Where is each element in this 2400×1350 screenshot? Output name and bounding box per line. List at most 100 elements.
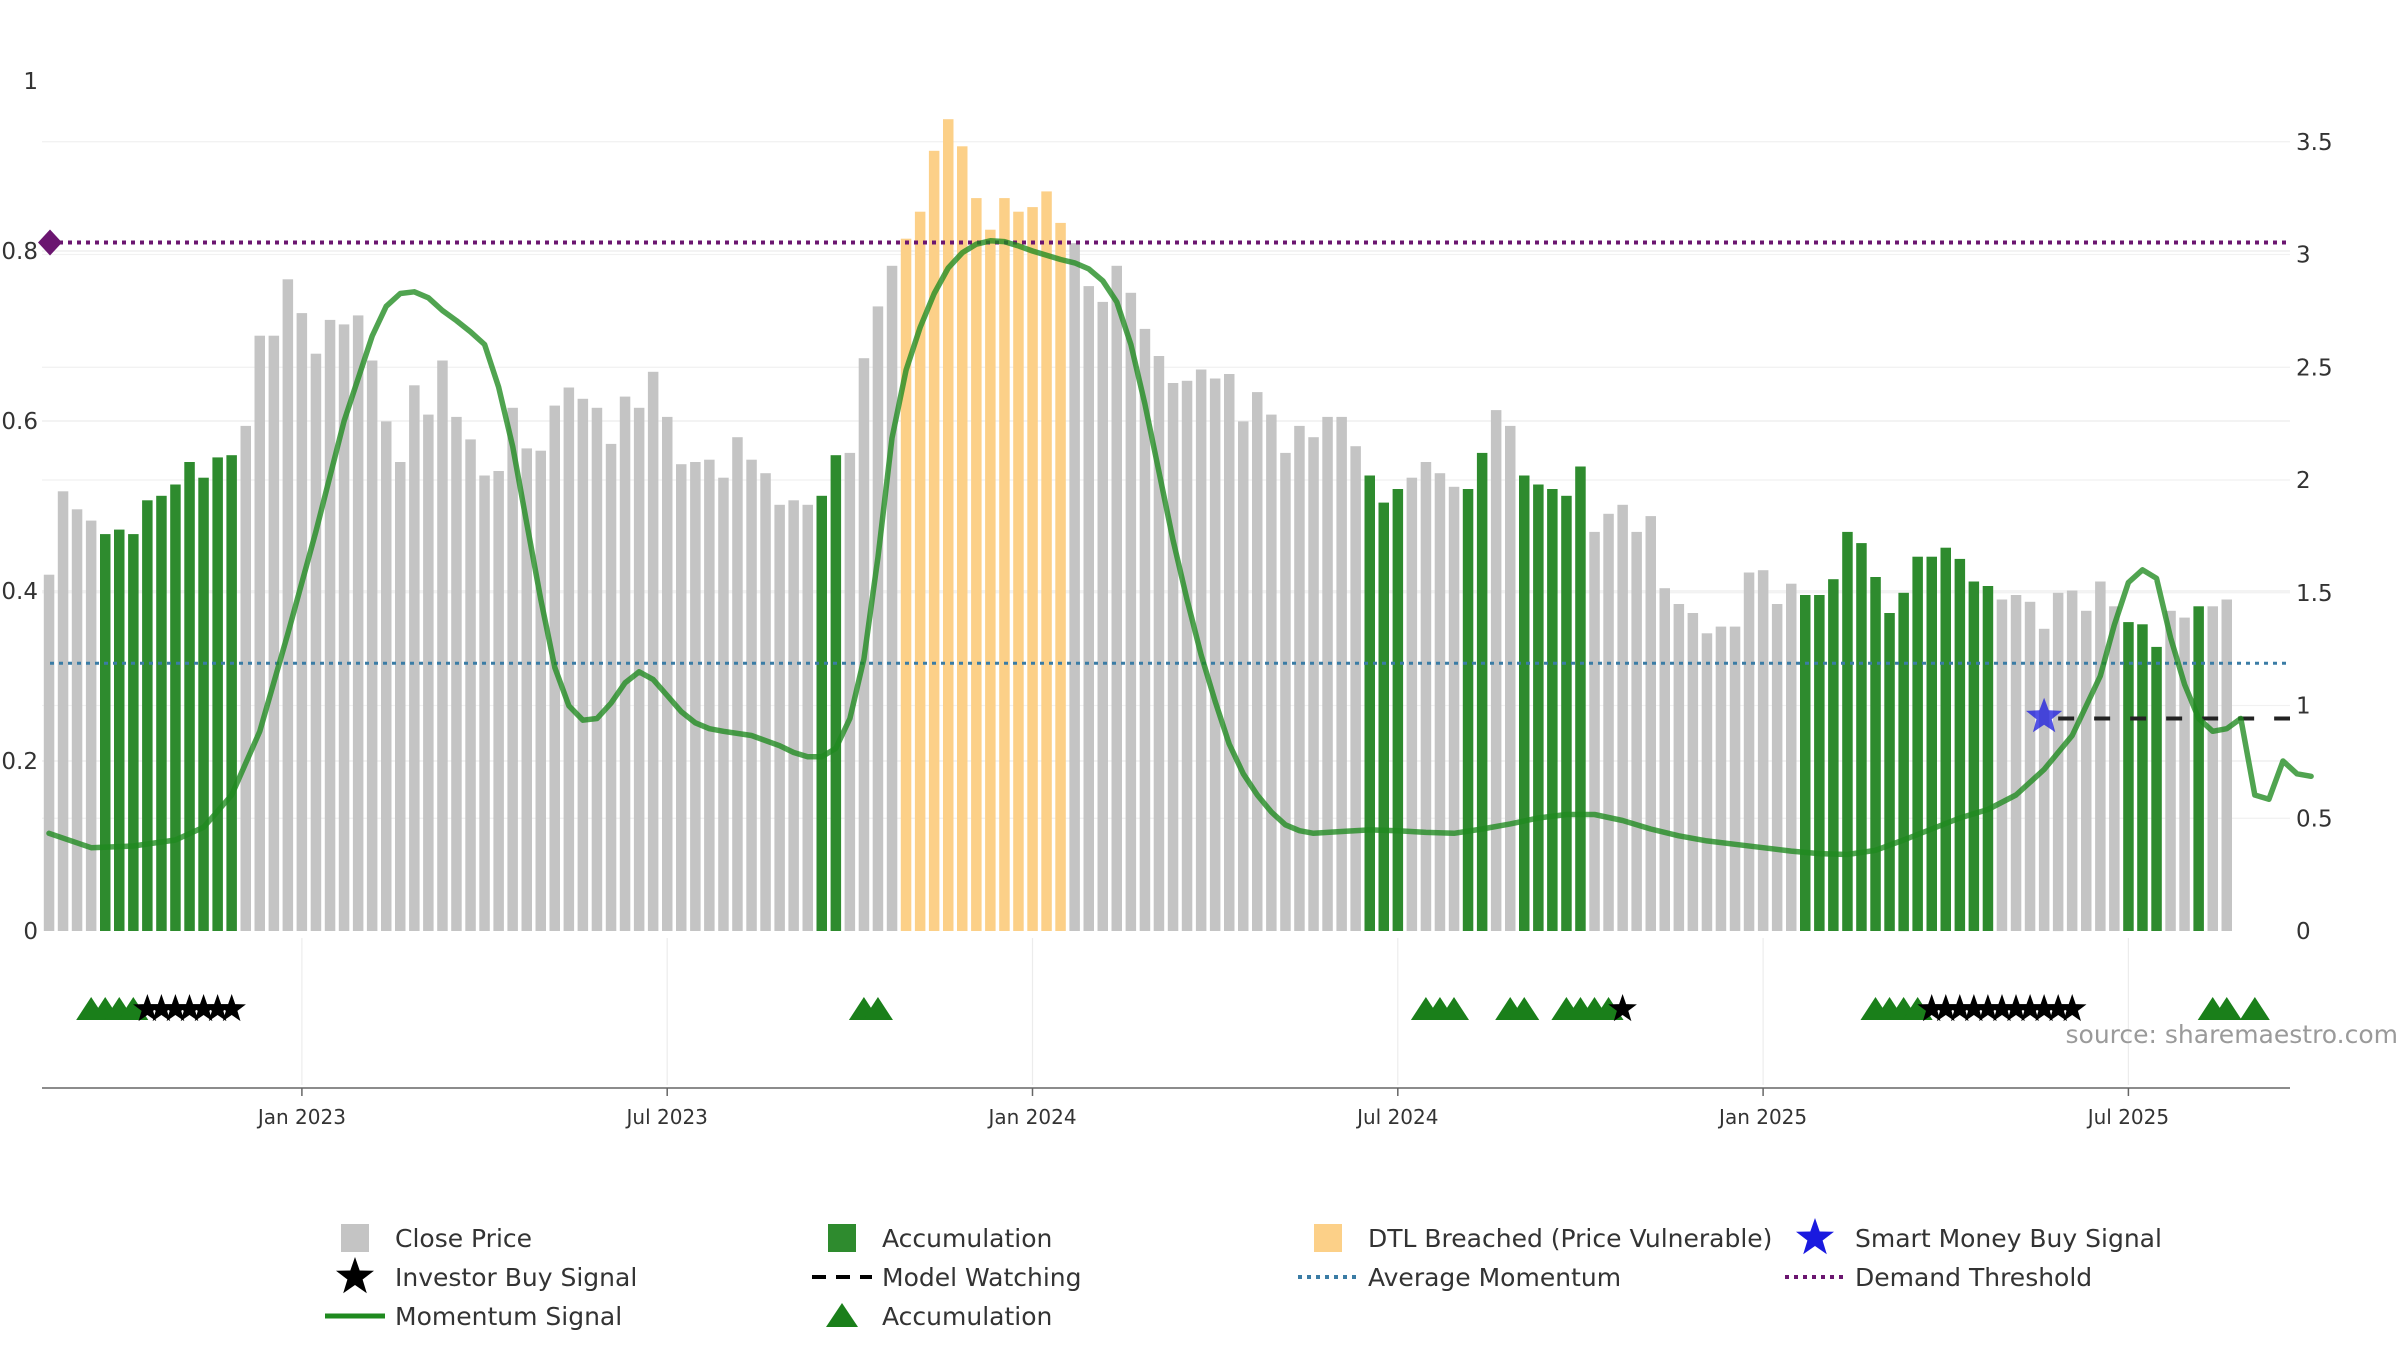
investor-buy-star-16 bbox=[2029, 994, 2059, 1022]
bar-close-141 bbox=[2024, 601, 2036, 931]
bar-close-21 bbox=[338, 324, 350, 931]
bar-close-146 bbox=[2095, 581, 2106, 931]
legend-swatch-square bbox=[1314, 1224, 1342, 1252]
bar-acc-127 bbox=[1828, 579, 1839, 931]
bar-close-41 bbox=[619, 396, 631, 932]
bar-dtl-68 bbox=[999, 198, 1010, 932]
bar-close-49 bbox=[732, 437, 743, 931]
bar-close-84 bbox=[1224, 374, 1235, 931]
bar-close-81 bbox=[1181, 380, 1193, 931]
bar-close-15 bbox=[254, 335, 265, 931]
demand-threshold-marker bbox=[38, 229, 62, 256]
reference-lines bbox=[38, 229, 2290, 721]
bar-acc-137 bbox=[1968, 581, 1980, 931]
bar-close-59 bbox=[872, 306, 884, 931]
accumulation-triangle-21 bbox=[2239, 997, 2270, 1020]
bar-acc-102 bbox=[1476, 452, 1488, 931]
legend-label: Investor Buy Signal bbox=[395, 1263, 637, 1292]
legend-label: Accumulation bbox=[882, 1302, 1052, 1331]
bar-close-30 bbox=[465, 439, 476, 931]
bar-close-121 bbox=[1743, 572, 1755, 931]
left-tick-label: 0.6 bbox=[1, 409, 38, 435]
investor-buy-star-6 bbox=[217, 994, 246, 1022]
investor-buy-star-13 bbox=[1987, 994, 2017, 1022]
bar-close-89 bbox=[1294, 425, 1305, 931]
bar-acc-96 bbox=[1392, 489, 1404, 931]
x-tick-label: Jul 2024 bbox=[1355, 1105, 1438, 1129]
x-tick-label: Jul 2025 bbox=[2086, 1105, 2169, 1129]
bar-close-26 bbox=[409, 385, 420, 931]
bar-acc-101 bbox=[1462, 489, 1474, 931]
bar-close-73 bbox=[1069, 243, 1080, 931]
bar-close-123 bbox=[1771, 604, 1783, 931]
bar-acc-135 bbox=[1940, 547, 1951, 931]
bar-dtl-63 bbox=[928, 150, 940, 932]
investor-buy-star-7 bbox=[1608, 994, 1637, 1022]
bar-acc-133 bbox=[1912, 556, 1923, 931]
x-tick-label: Jan 2025 bbox=[1717, 1105, 1807, 1129]
investor-buy-star-0 bbox=[133, 994, 162, 1022]
bar-close-97 bbox=[1406, 477, 1418, 931]
bar-acc-131 bbox=[1884, 613, 1895, 931]
bar-acc-149 bbox=[2137, 624, 2148, 931]
legend-label: Average Momentum bbox=[1368, 1263, 1621, 1292]
bar-close-46 bbox=[690, 462, 701, 931]
bar-close-118 bbox=[1701, 633, 1713, 931]
legend-label: Smart Money Buy Signal bbox=[1855, 1224, 2162, 1253]
bar-acc-105 bbox=[1519, 475, 1530, 931]
signal-markers bbox=[76, 697, 2270, 1022]
legend: Close Price Investor Buy Signal Momentum S… bbox=[325, 1218, 2162, 1331]
bar-close-87 bbox=[1266, 414, 1277, 932]
x-tick-label: Jan 2023 bbox=[256, 1105, 346, 1129]
right-tick-label: 3.5 bbox=[2296, 130, 2333, 156]
bar-acc-7 bbox=[142, 500, 153, 931]
investor-buy-star-15 bbox=[2015, 994, 2045, 1022]
investor-buy-star-3 bbox=[175, 994, 204, 1022]
accumulation-triangle-20 bbox=[2211, 997, 2242, 1020]
legend-label: Model Watching bbox=[882, 1263, 1082, 1292]
left-tick-label: 0.4 bbox=[1, 579, 38, 605]
bar-close-104 bbox=[1505, 425, 1516, 931]
bar-close-113 bbox=[1631, 531, 1642, 931]
bar-close-152 bbox=[2179, 617, 2190, 931]
left-tick-label: 0.8 bbox=[1, 239, 38, 265]
bar-close-120 bbox=[1729, 626, 1741, 931]
bar-close-114 bbox=[1645, 516, 1656, 931]
bar-acc-5 bbox=[114, 529, 125, 931]
right-tick-label: 2.5 bbox=[2296, 355, 2333, 381]
bar-acc-56 bbox=[830, 455, 842, 931]
bar-acc-55 bbox=[816, 495, 827, 931]
bar-close-86 bbox=[1252, 392, 1263, 932]
bar-close-2 bbox=[71, 509, 83, 931]
bar-close-57 bbox=[844, 452, 856, 931]
right-tick-label: 2 bbox=[2296, 468, 2311, 494]
bar-dtl-70 bbox=[1027, 207, 1038, 932]
bar-close-115 bbox=[1659, 588, 1670, 931]
x-tick-label: Jan 2024 bbox=[986, 1105, 1076, 1129]
investor-buy-star-14 bbox=[2001, 994, 2031, 1022]
bar-close-29 bbox=[451, 416, 462, 931]
investor-buy-star-12 bbox=[1973, 994, 2003, 1022]
x-axis: Jan 2023 Jul 2023 Jan 2024 Jul 2024 Jan 2025… bbox=[42, 1087, 2290, 1129]
bar-dtl-62 bbox=[914, 211, 926, 931]
right-tick-label: 1.5 bbox=[2296, 581, 2333, 607]
bar-acc-134 bbox=[1926, 556, 1937, 931]
legend-swatch-star bbox=[1796, 1218, 1834, 1255]
legend-label: Momentum Signal bbox=[395, 1302, 622, 1331]
investor-buy-star-9 bbox=[1931, 994, 1960, 1022]
bar-acc-108 bbox=[1561, 495, 1572, 931]
bar-close-48 bbox=[718, 477, 729, 931]
bar-acc-6 bbox=[128, 534, 139, 931]
bar-acc-8 bbox=[156, 495, 167, 931]
bar-close-78 bbox=[1139, 328, 1151, 931]
bar-close-144 bbox=[2066, 590, 2078, 931]
legend-label: Demand Threshold bbox=[1855, 1263, 2092, 1292]
bar-acc-153 bbox=[2193, 606, 2204, 931]
right-tick-label: 0 bbox=[2296, 919, 2311, 945]
bar-close-154 bbox=[2207, 606, 2218, 931]
bar-close-60 bbox=[886, 265, 898, 931]
bar-close-80 bbox=[1167, 383, 1179, 931]
bar-close-77 bbox=[1125, 292, 1137, 931]
bar-close-25 bbox=[395, 462, 406, 931]
